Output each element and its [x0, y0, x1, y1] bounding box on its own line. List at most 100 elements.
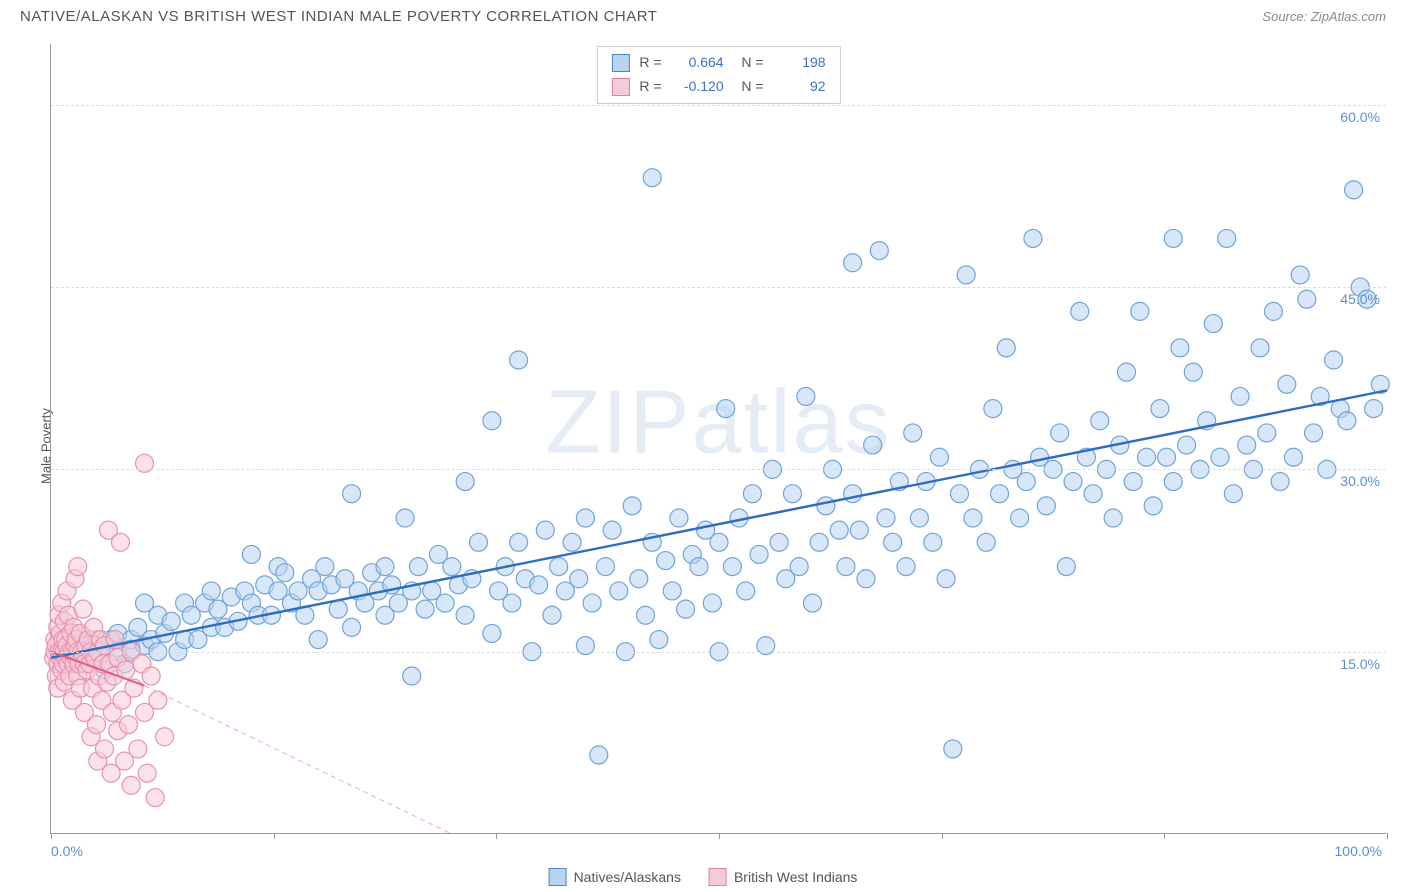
scatter-point: [844, 254, 862, 272]
scatter-point: [937, 570, 955, 588]
scatter-point: [1224, 485, 1242, 503]
legend-label-1: Natives/Alaskans: [574, 869, 681, 885]
r-label: R =: [639, 75, 661, 99]
scatter-point: [1345, 181, 1363, 199]
scatter-point: [1325, 351, 1343, 369]
legend-label-2: British West Indians: [734, 869, 857, 885]
scatter-point: [997, 339, 1015, 357]
scatter-point: [991, 485, 1009, 503]
scatter-point: [1158, 448, 1176, 466]
scatter-point: [837, 558, 855, 576]
swatch-blue-icon: [611, 54, 629, 72]
scatter-plot-svg: [51, 44, 1386, 833]
scatter-point: [483, 412, 501, 430]
scatter-point: [603, 521, 621, 539]
scatter-point: [1051, 424, 1069, 442]
scatter-point: [1184, 363, 1202, 381]
scatter-point: [643, 169, 661, 187]
scatter-point: [242, 545, 260, 563]
scatter-point: [202, 582, 220, 600]
scatter-point: [710, 533, 728, 551]
scatter-point: [743, 485, 761, 503]
scatter-point: [470, 533, 488, 551]
scatter-point: [1298, 290, 1316, 308]
r-value-2: -0.120: [672, 75, 724, 99]
scatter-point: [817, 497, 835, 515]
scatter-point: [797, 387, 815, 405]
gridline-h: [51, 105, 1386, 106]
scatter-point: [1144, 497, 1162, 515]
scatter-point: [1084, 485, 1102, 503]
scatter-point: [1164, 229, 1182, 247]
scatter-point: [750, 545, 768, 563]
scatter-point: [343, 618, 361, 636]
scatter-point: [950, 485, 968, 503]
chart-title: NATIVE/ALASKAN VS BRITISH WEST INDIAN MA…: [20, 8, 657, 25]
x-tick: [51, 833, 52, 839]
n-label: N =: [734, 75, 764, 99]
legend-bottom: Natives/Alaskans British West Indians: [549, 868, 858, 886]
scatter-point: [663, 582, 681, 600]
scatter-point: [536, 521, 554, 539]
scatter-point: [1271, 473, 1289, 491]
gridline-h: [51, 287, 1386, 288]
scatter-point: [1218, 229, 1236, 247]
correlation-stats-box: R = 0.664 N = 198 R = -0.120 N = 92: [596, 46, 840, 104]
scatter-point: [1284, 448, 1302, 466]
scatter-point: [857, 570, 875, 588]
scatter-point: [804, 594, 822, 612]
legend-item-1: Natives/Alaskans: [549, 868, 681, 886]
scatter-point: [1338, 412, 1356, 430]
x-tick: [496, 833, 497, 839]
n-label: N =: [734, 51, 764, 75]
scatter-point: [870, 242, 888, 260]
scatter-point: [1071, 302, 1089, 320]
source-label: Source:: [1262, 9, 1307, 24]
scatter-point: [343, 485, 361, 503]
scatter-point: [1305, 424, 1323, 442]
scatter-point: [503, 594, 521, 612]
scatter-point: [416, 600, 434, 618]
scatter-point: [1138, 448, 1156, 466]
scatter-point: [146, 789, 164, 807]
scatter-point: [1011, 509, 1029, 527]
scatter-point: [436, 594, 454, 612]
x-tick-label: 100.0%: [1335, 843, 1382, 859]
scatter-point: [650, 631, 668, 649]
scatter-point: [596, 558, 614, 576]
x-tick: [942, 833, 943, 839]
scatter-point: [409, 558, 427, 576]
scatter-point: [1238, 436, 1256, 454]
scatter-point: [456, 473, 474, 491]
scatter-point: [1204, 315, 1222, 333]
x-tick: [719, 833, 720, 839]
scatter-point: [583, 594, 601, 612]
source-value: ZipAtlas.com: [1311, 9, 1386, 24]
stats-row-series2: R = -0.120 N = 92: [611, 75, 825, 99]
scatter-point: [403, 667, 421, 685]
scatter-point: [977, 533, 995, 551]
scatter-point: [924, 533, 942, 551]
scatter-point: [1258, 424, 1276, 442]
scatter-point: [1291, 266, 1309, 284]
scatter-point: [563, 533, 581, 551]
scatter-point: [944, 740, 962, 758]
chart-plot-area: ZIPatlas R = 0.664 N = 198 R = -0.120 N …: [50, 44, 1386, 834]
scatter-point: [1365, 400, 1383, 418]
legend-item-2: British West Indians: [709, 868, 857, 886]
scatter-point: [690, 558, 708, 576]
scatter-point: [737, 582, 755, 600]
scatter-point: [590, 746, 608, 764]
trend-line: [51, 390, 1387, 657]
scatter-point: [119, 716, 137, 734]
scatter-point: [783, 485, 801, 503]
scatter-point: [884, 533, 902, 551]
gridline-h: [51, 469, 1386, 470]
scatter-point: [156, 728, 174, 746]
source-credit: Source: ZipAtlas.com: [1262, 9, 1386, 24]
scatter-point: [790, 558, 808, 576]
scatter-point: [1017, 473, 1035, 491]
n-value-1: 198: [774, 51, 826, 75]
scatter-point: [850, 521, 868, 539]
scatter-point: [376, 558, 394, 576]
